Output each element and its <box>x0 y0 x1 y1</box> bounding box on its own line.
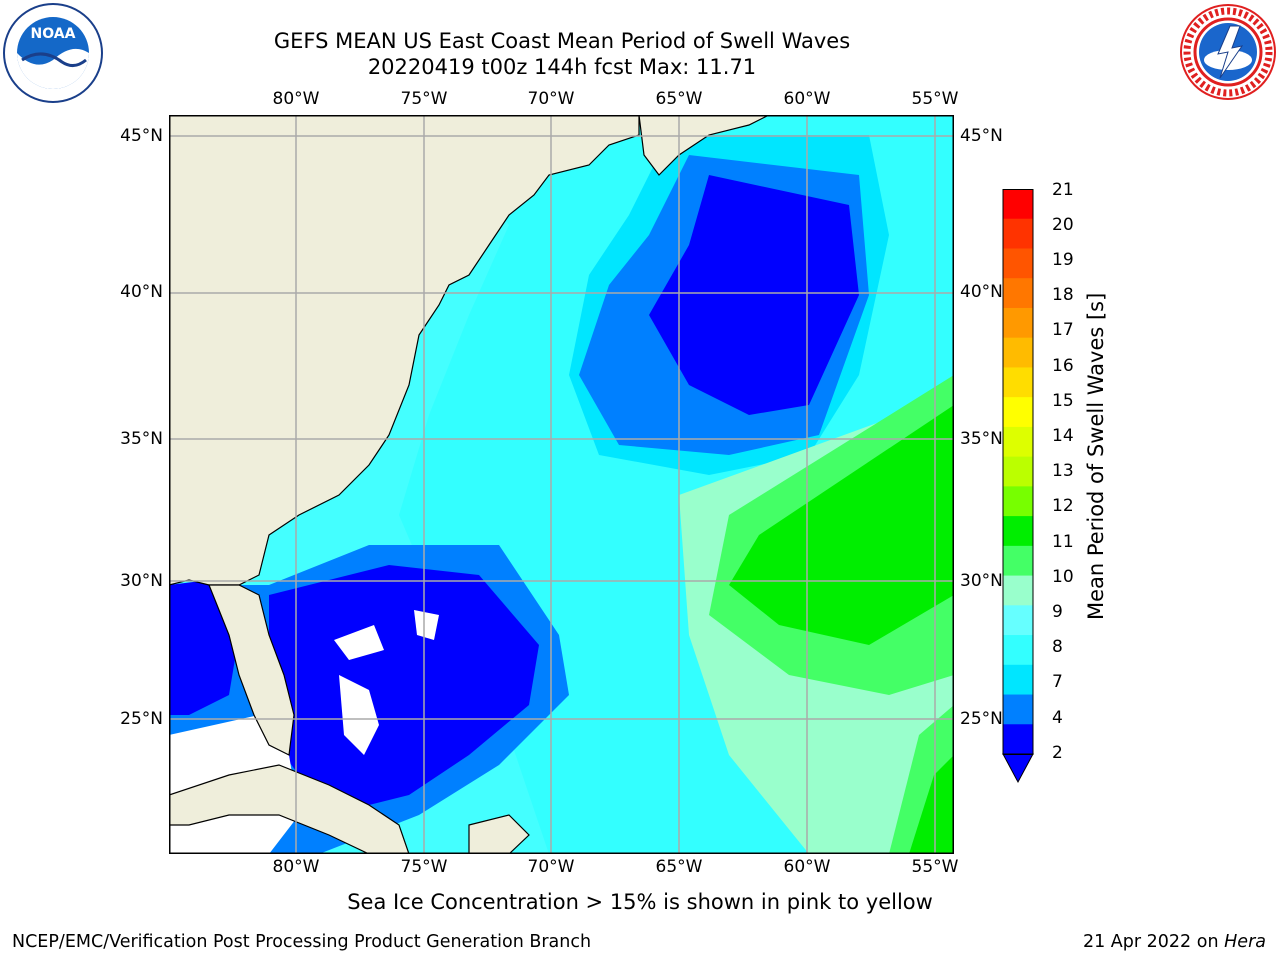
colorbar-label: 7 <box>1052 672 1063 692</box>
colorbar-segment <box>1003 605 1033 636</box>
lat-tick-left: 25°N <box>120 709 163 729</box>
colorbar-segment <box>1003 635 1033 666</box>
no-data-patch <box>334 625 384 660</box>
colorbar-label: 8 <box>1052 637 1063 657</box>
colorbar-segment <box>1003 367 1033 398</box>
colorbar-segment <box>1003 456 1033 487</box>
colorbar-label: 14 <box>1052 426 1074 446</box>
colorbar-segment <box>1003 307 1033 339</box>
lon-tick-top: 80°W <box>272 89 320 109</box>
field-10-11s <box>729 405 954 645</box>
colorbar-label: 10 <box>1052 567 1074 587</box>
land-florida <box>208 584 295 756</box>
lon-tick-bottom: 70°W <box>527 857 575 877</box>
lat-tick-left: 30°N <box>120 571 163 591</box>
colorbar-segment <box>1003 337 1033 368</box>
colorbar-segment <box>1003 426 1033 458</box>
map-frame <box>169 115 954 854</box>
footer-host: Hera <box>1224 932 1266 952</box>
colorbar-segment <box>1003 189 1033 220</box>
colorbar-label: 20 <box>1052 215 1074 235</box>
lon-tick-top: 60°W <box>783 89 831 109</box>
lat-tick-left: 35°N <box>120 429 163 449</box>
field-lt2s-south <box>269 565 539 815</box>
graticule <box>169 115 954 854</box>
map-subtitle: 20220419 t00z 144h fcst Max: 11.71 <box>367 55 757 79</box>
lat-tick-right: 25°N <box>960 709 1003 729</box>
lon-tick-top: 75°W <box>400 89 448 109</box>
lon-tick-bottom: 55°W <box>911 857 959 877</box>
colorbar-label: 18 <box>1052 285 1074 305</box>
lon-tick-bottom: 65°W <box>655 857 703 877</box>
colorbar-label: 19 <box>1052 250 1074 270</box>
colorbar-segment <box>1003 545 1033 577</box>
swell-period-map <box>168 114 954 855</box>
lat-tick-right: 40°N <box>960 282 1003 302</box>
colorbar-segment <box>1003 486 1033 517</box>
colorbar-label: 2 <box>1052 743 1063 763</box>
colorbar-segment <box>1003 218 1033 249</box>
lon-tick-bottom: 75°W <box>400 857 448 877</box>
colorbar-segment <box>1003 724 1033 755</box>
no-data-patch <box>414 610 439 640</box>
footer-date-text: 21 Apr 2022 <box>1082 932 1192 952</box>
colorbar-frame <box>1002 189 1034 755</box>
noaa-logo: NOAA <box>2 2 104 104</box>
colorbar-label: 17 <box>1052 320 1074 340</box>
colorbar-label: 12 <box>1052 496 1074 516</box>
field-10-11s-southeast <box>909 755 954 854</box>
land-hispaniola <box>468 814 530 855</box>
nws-logo <box>1178 2 1278 102</box>
no-data-patch <box>339 675 379 755</box>
footer-date: 21 Apr 2022 on Hera <box>1083 932 1266 952</box>
colorbar-segment <box>1003 694 1033 725</box>
colorbar-label: 15 <box>1052 391 1074 411</box>
colorbar-label: 16 <box>1052 356 1074 376</box>
colorbar-extend-arrow <box>1002 753 1034 784</box>
colorbar <box>1002 189 1034 784</box>
colorbar-segment <box>1003 397 1033 428</box>
lat-tick-right: 35°N <box>960 429 1003 449</box>
colorbar-label: 4 <box>1052 708 1063 728</box>
colorbar-label: 13 <box>1052 461 1074 481</box>
lon-tick-top: 55°W <box>911 89 959 109</box>
colorbar-segment <box>1003 516 1033 547</box>
map-title: GEFS MEAN US East Coast Mean Period of S… <box>273 29 851 53</box>
lon-tick-top: 65°W <box>655 89 703 109</box>
land-nova-scotia <box>638 114 770 176</box>
lat-tick-left: 40°N <box>120 282 163 302</box>
lat-tick-left: 45°N <box>120 126 163 146</box>
colorbar-segment <box>1003 664 1033 696</box>
colorbar-segment <box>1003 575 1033 606</box>
lon-tick-bottom: 60°W <box>783 857 831 877</box>
lat-tick-right: 30°N <box>960 571 1003 591</box>
colorbar-title: Mean Period of Swell Waves [s] <box>1084 292 1108 620</box>
footer-credit: NCEP/EMC/Verification Post Processing Pr… <box>12 932 592 952</box>
footer-on-text: on <box>1196 932 1219 952</box>
colorbar-segment <box>1003 248 1033 279</box>
lon-tick-bottom: 80°W <box>272 857 320 877</box>
lon-tick-top: 70°W <box>527 89 575 109</box>
lat-tick-right: 45°N <box>960 126 1003 146</box>
noaa-logo-text: NOAA <box>31 26 76 42</box>
colorbar-segment <box>1003 278 1033 309</box>
colorbar-label: 11 <box>1052 532 1074 552</box>
sea-ice-caption: Sea Ice Concentration > 15% is shown in … <box>347 890 933 914</box>
colorbar-label: 21 <box>1052 180 1074 200</box>
colorbar-label: 9 <box>1052 602 1063 622</box>
